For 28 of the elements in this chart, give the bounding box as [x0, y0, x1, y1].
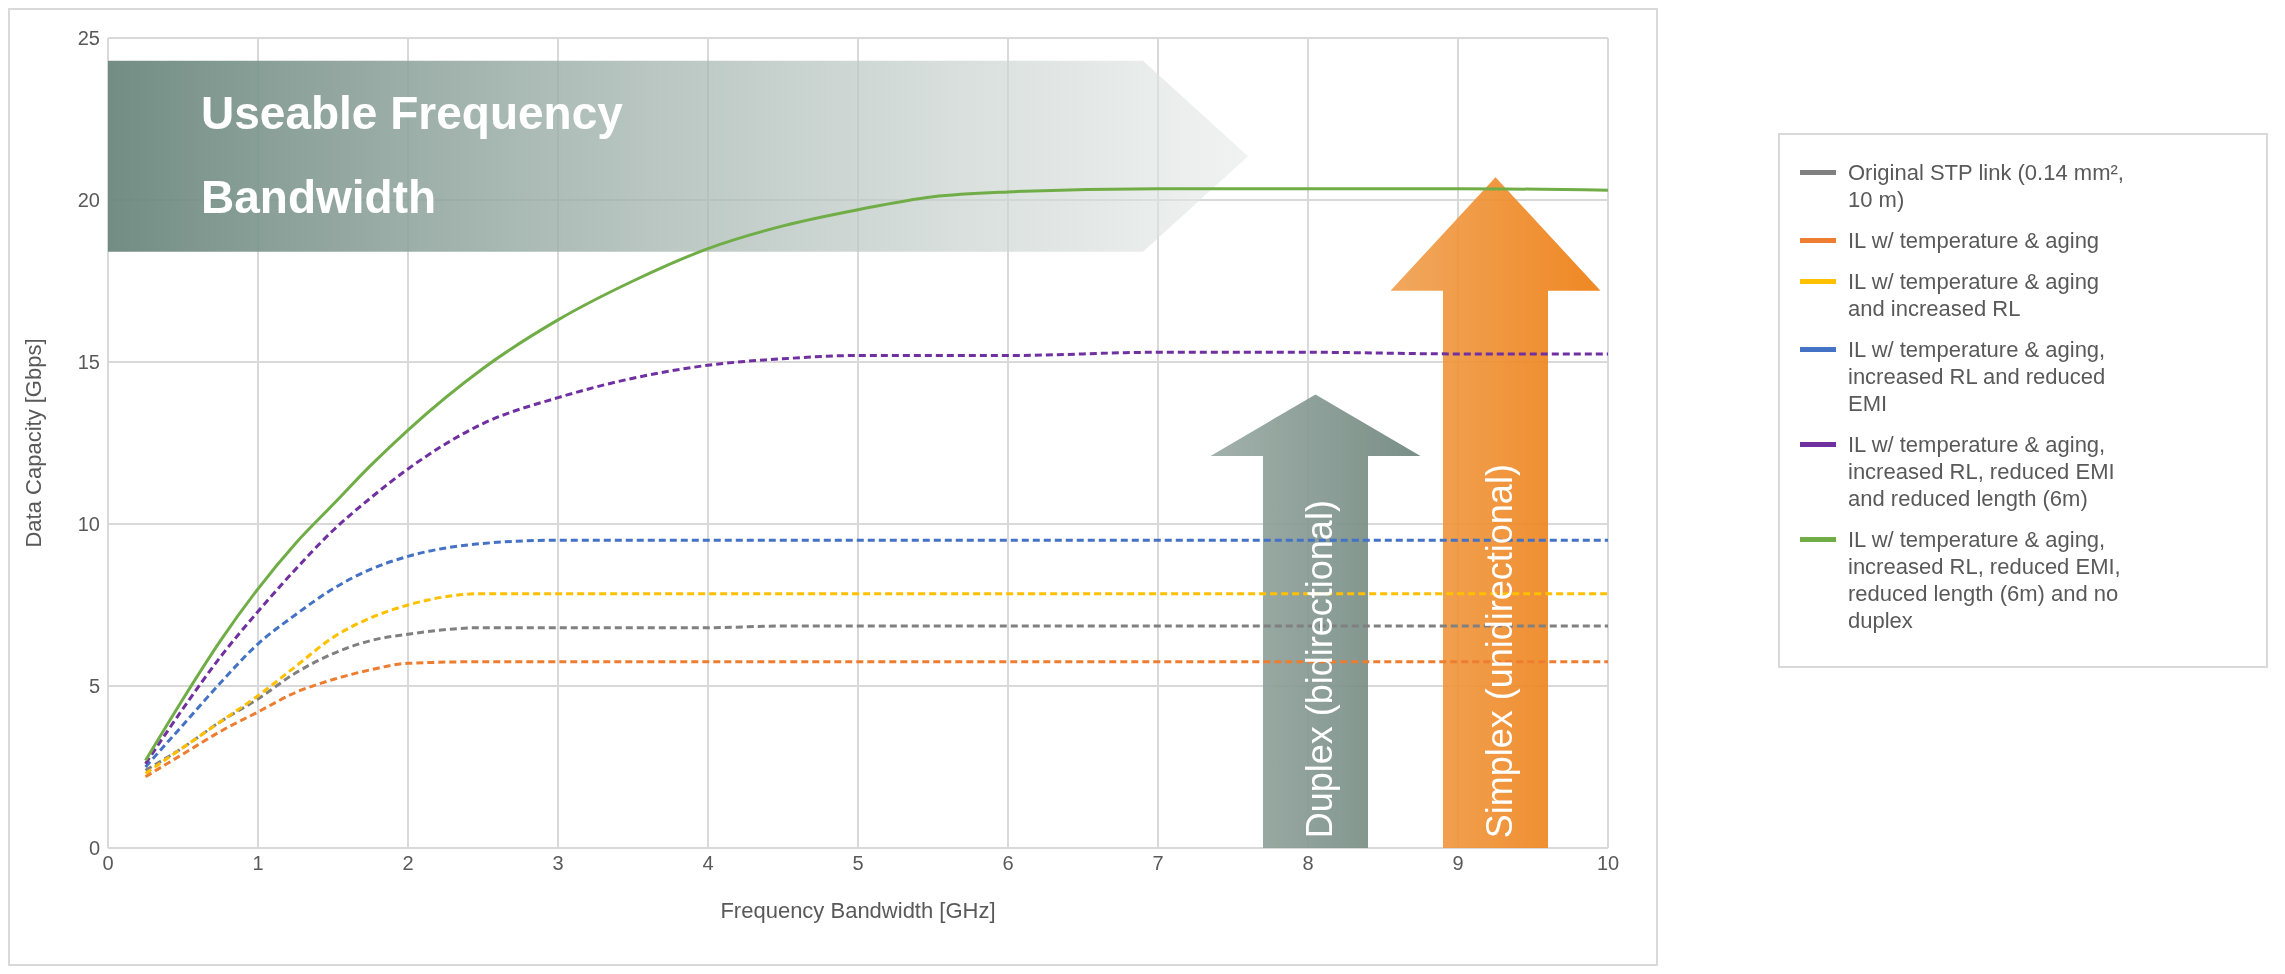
- x-tick-label: 5: [852, 852, 864, 875]
- y-tick-label: 0: [88, 837, 100, 860]
- x-tick-label: 4: [702, 852, 714, 875]
- y-tick-label: 10: [77, 513, 100, 536]
- legend-label: IL w/ temperature & aging, increased RL, reduced EMI, reduced length (6m) and no duplex: [1848, 526, 2122, 634]
- y-tick-label: 25: [77, 27, 100, 50]
- y-axis-title: Data Capacity [Gbps]: [20, 338, 46, 548]
- legend-label: IL w/ temperature & aging, increased RL and reduced EMI: [1848, 336, 2107, 417]
- y-tick-label: 20: [77, 189, 100, 212]
- annotation: Duplex (bidirectional): [1299, 500, 1340, 839]
- x-tick-label: 1: [252, 852, 264, 875]
- x-tick-label: 9: [1452, 852, 1464, 875]
- legend-label: IL w/ temperature & aging and increased RL: [1848, 268, 2101, 322]
- x-tick-label: 6: [1002, 852, 1014, 875]
- legend-label: IL w/ temperature & aging: [1848, 227, 2101, 254]
- x-axis-title: Frequency Bandwidth [GHz]: [720, 898, 996, 923]
- x-tick-label: 3: [552, 852, 564, 875]
- annotation: Simplex (unidirectional): [1479, 464, 1520, 839]
- x-tick-label: 7: [1152, 852, 1164, 875]
- legend-label: Original STP link (0.14 mm², 10 m): [1848, 159, 2125, 213]
- legend-label: IL w/ temperature & aging, increased RL, reduced EMI and reduced length (6m): [1848, 431, 2116, 512]
- x-tick-label: 8: [1302, 852, 1314, 875]
- y-tick-label: 15: [77, 351, 100, 374]
- x-tick-label: 0: [102, 852, 114, 875]
- x-tick-label: 10: [1596, 852, 1620, 875]
- x-tick-label: 2: [402, 852, 414, 875]
- y-tick-label: 5: [88, 675, 100, 698]
- annotation: Useable Frequency Bandwidth: [201, 86, 624, 223]
